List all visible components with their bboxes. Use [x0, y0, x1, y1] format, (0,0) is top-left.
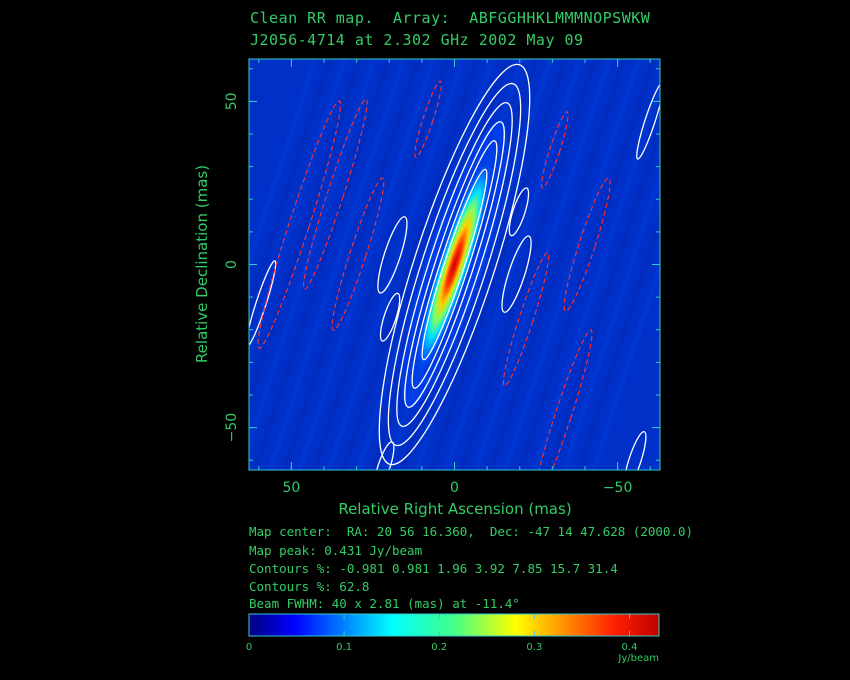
background-streak [249, 59, 385, 470]
positive-contour [387, 82, 522, 447]
map-center-text: Map center: RA: 20 56 16.360, Dec: -47 1… [249, 524, 694, 539]
negative-contour [563, 177, 611, 312]
positive-contour [378, 63, 531, 466]
y-axis-label: Relative Declination (mas) [193, 165, 211, 363]
negative-contour [414, 80, 442, 158]
y-tick-label: 50 [224, 92, 240, 110]
map-title-line2: J2056-4714 at 2.302 GHz 2002 May 09 [250, 31, 584, 49]
x-tick-label: 50 [282, 480, 300, 496]
background-streak [404, 59, 612, 470]
background-streak [430, 59, 638, 470]
negative-contour [303, 98, 368, 290]
map-peak-text: Map peak: 0.431 Jy/beam [249, 543, 423, 558]
positive-contour-sidelobe [377, 216, 408, 294]
background-streak [497, 59, 660, 470]
background-streak [510, 59, 660, 470]
colorbar-tick-label: 0.1 [336, 642, 352, 653]
colorbar-tick-label: 0 [246, 642, 252, 653]
negative-contour [502, 252, 550, 387]
positive-contour [396, 101, 513, 428]
x-tick-label: 0 [450, 480, 459, 496]
positive-contour-edge [249, 260, 277, 348]
colorbar-tick-label: 0.3 [526, 642, 542, 653]
colorbar: 0 0.1 0.2 0.3 0.4 Jy/beam [246, 613, 660, 664]
background-streak [249, 59, 425, 470]
x-tick-label: −50 [603, 480, 633, 496]
contours-text-2: Contours %: 62.8 [249, 579, 370, 594]
background-streak [249, 59, 412, 470]
background-streak [524, 59, 660, 470]
background-streak [249, 59, 452, 470]
map-plot-area [248, 58, 661, 471]
background-streak [311, 59, 518, 470]
positive-contour-sidelobe [379, 292, 401, 342]
colorbar-unit: Jy/beam [617, 653, 659, 664]
colorbar-tick-label: 0.2 [431, 642, 447, 653]
x-axis-label: Relative Right Ascension (mas) [338, 500, 571, 518]
background-streak [444, 59, 652, 470]
y-tick-label: 0 [224, 260, 240, 269]
positive-contour [411, 140, 498, 389]
contours-text-1: Contours %: -0.981 0.981 1.96 3.92 7.85 … [249, 561, 618, 576]
positive-contour [421, 168, 488, 361]
positive-contour-sidelobe [501, 235, 532, 313]
colorbar-gradient [248, 613, 660, 637]
source-emission [414, 152, 495, 377]
background-streak [249, 59, 399, 470]
positive-contour-edge [636, 82, 660, 160]
background-streak [297, 59, 505, 470]
positive-contour [404, 121, 505, 408]
positive-contour-edge [623, 430, 647, 470]
colorbar-tick-label: 0.4 [622, 642, 638, 653]
negative-contour [533, 329, 593, 470]
background-streak [537, 59, 660, 470]
background-streak [257, 59, 465, 470]
negative-contour [331, 177, 385, 331]
positive-contour-sidelobe [508, 187, 530, 237]
negative-contour [257, 100, 342, 349]
background-streak [249, 59, 439, 470]
negative-contour [541, 111, 569, 189]
y-tick-label: −50 [224, 413, 240, 443]
background-streak [470, 59, 660, 470]
background-streak [391, 59, 598, 470]
background-streak [271, 59, 479, 470]
beam-fwhm-text: Beam FWHM: 40 x 2.81 (mas) at -11.4° [249, 596, 520, 611]
background-streak [484, 59, 660, 470]
background-streak [457, 59, 660, 470]
background-streak [249, 59, 372, 470]
map-title-line1: Clean RR map. Array: ABFGGHHKLMMMNOPSWKW [250, 9, 651, 27]
